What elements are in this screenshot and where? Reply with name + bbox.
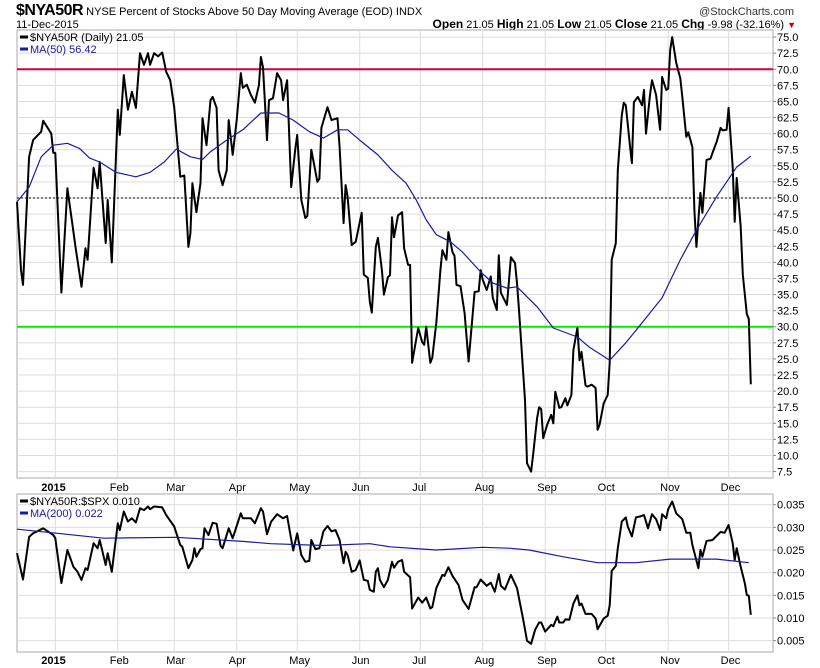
series-line-nya50r xyxy=(16,36,752,473)
chart-header: $NYA50R NYSE Percent of Stocks Above 50 … xyxy=(16,2,422,20)
y-tick-label: 17.5 xyxy=(777,402,798,414)
y-tick-label: 7.5 xyxy=(777,467,792,479)
x-tick-label: Jul xyxy=(412,655,426,667)
y-tick-label: 0.010 xyxy=(777,613,805,625)
y-tick-label: 60.0 xyxy=(777,129,798,141)
y-tick-label: 47.5 xyxy=(777,209,798,221)
down-triangle-icon: ▼ xyxy=(787,20,796,30)
x-tick-label: May xyxy=(289,482,310,494)
y-tick-label: 25.0 xyxy=(777,354,798,366)
y-tick-label: 70.0 xyxy=(777,64,798,76)
chg-label: Chg xyxy=(681,17,705,31)
y-tick-label: 30.0 xyxy=(777,322,798,334)
series-line-ma200 xyxy=(16,528,749,564)
y-tick-label: 0.015 xyxy=(777,590,805,602)
y-tick-label: 22.5 xyxy=(777,370,798,382)
open-label: Open xyxy=(432,17,464,31)
x-tick-label: Oct xyxy=(598,655,615,667)
x-tick-label: Aug xyxy=(475,482,495,494)
symbol: $NYA50R xyxy=(16,2,84,19)
y-tick-label: 62.5 xyxy=(777,113,798,125)
low-value: 21.05 xyxy=(584,19,612,31)
x-tick-label: Dec xyxy=(721,482,741,494)
chart-title: NYSE Percent of Stocks Above 50 Day Movi… xyxy=(86,6,393,18)
y-tick-label: 32.5 xyxy=(777,306,798,318)
y-tick-label: 0.005 xyxy=(777,636,805,648)
open-value: 21.05 xyxy=(466,19,494,31)
legend-entry: $NYA50R:$SPX 0.010 xyxy=(30,496,140,508)
y-tick-label: 72.5 xyxy=(777,48,798,60)
x-tick-label: Jul xyxy=(412,482,426,494)
x-tick-label: Nov xyxy=(660,655,680,667)
x-tick-label: May xyxy=(289,655,310,667)
x-tick-label: Feb xyxy=(110,655,129,667)
y-tick-label: 57.5 xyxy=(777,145,798,157)
series-line-nya50rspx xyxy=(16,500,752,645)
y-tick-label: 75.0 xyxy=(777,32,798,44)
legend-entry: $NYA50R (Daily) 21.05 xyxy=(30,32,144,44)
y-tick-label: 15.0 xyxy=(777,418,798,430)
legend-entry: MA(200) 0.022 xyxy=(30,508,103,520)
y-tick-label: 35.0 xyxy=(777,290,798,302)
y-tick-label: 0.025 xyxy=(777,545,805,557)
x-tick-label: 2015 xyxy=(41,482,65,494)
chart-date: 11-Dec-2015 xyxy=(16,19,79,31)
y-tick-label: 67.5 xyxy=(777,80,798,92)
stockcharts-credit[interactable]: @StockCharts.com xyxy=(699,6,794,18)
y-tick-label: 10.0 xyxy=(777,450,798,462)
y-tick-label: 42.5 xyxy=(777,241,798,253)
y-tick-label: 52.5 xyxy=(777,177,798,189)
x-tick-label: Sep xyxy=(537,655,557,667)
x-tick-label: Apr xyxy=(229,655,246,667)
plot-area-0 xyxy=(16,29,774,479)
high-label: High xyxy=(496,17,524,31)
chg-value: -9.98 (-32.16%) xyxy=(707,19,785,31)
y-tick-label: 0.020 xyxy=(777,568,805,580)
close-value: 21.05 xyxy=(650,19,679,31)
series-line-ma50 xyxy=(16,112,752,361)
y-tick-label: 40.0 xyxy=(777,257,798,269)
x-tick-label: Mar xyxy=(166,655,185,667)
y-tick-label: 65.0 xyxy=(777,96,798,108)
x-tick-label: Feb xyxy=(110,482,129,494)
x-tick-label: Aug xyxy=(475,655,495,667)
x-tick-label: Dec xyxy=(721,655,741,667)
y-tick-label: 45.0 xyxy=(777,225,798,237)
y-tick-label: 55.0 xyxy=(777,161,798,173)
y-tick-label: 20.0 xyxy=(777,386,798,398)
x-tick-label: 2015 xyxy=(41,655,65,667)
x-tick-label: Jun xyxy=(352,482,370,494)
x-tick-label: Mar xyxy=(166,482,185,494)
x-tick-label: Nov xyxy=(660,482,680,494)
y-tick-label: 27.5 xyxy=(777,338,798,350)
x-tick-label: Sep xyxy=(537,482,557,494)
y-tick-label: 37.5 xyxy=(777,273,798,285)
x-tick-label: Oct xyxy=(598,482,615,494)
y-tick-label: 50.0 xyxy=(777,193,798,205)
legend-entry: MA(50) 56.42 xyxy=(30,44,97,56)
high-value: 21.05 xyxy=(526,19,555,31)
exchange: INDX xyxy=(395,6,423,18)
quote-summary: Open 21.05 High 21.05 Low 21.05 Close 21… xyxy=(433,17,796,31)
y-tick-label: 12.5 xyxy=(777,434,798,446)
y-tick-label: 0.030 xyxy=(777,522,805,534)
close-label: Close xyxy=(614,17,648,31)
low-label: Low xyxy=(557,17,582,31)
y-tick-label: 0.035 xyxy=(777,500,805,512)
x-tick-label: Apr xyxy=(229,482,246,494)
x-tick-label: Jun xyxy=(352,655,370,667)
